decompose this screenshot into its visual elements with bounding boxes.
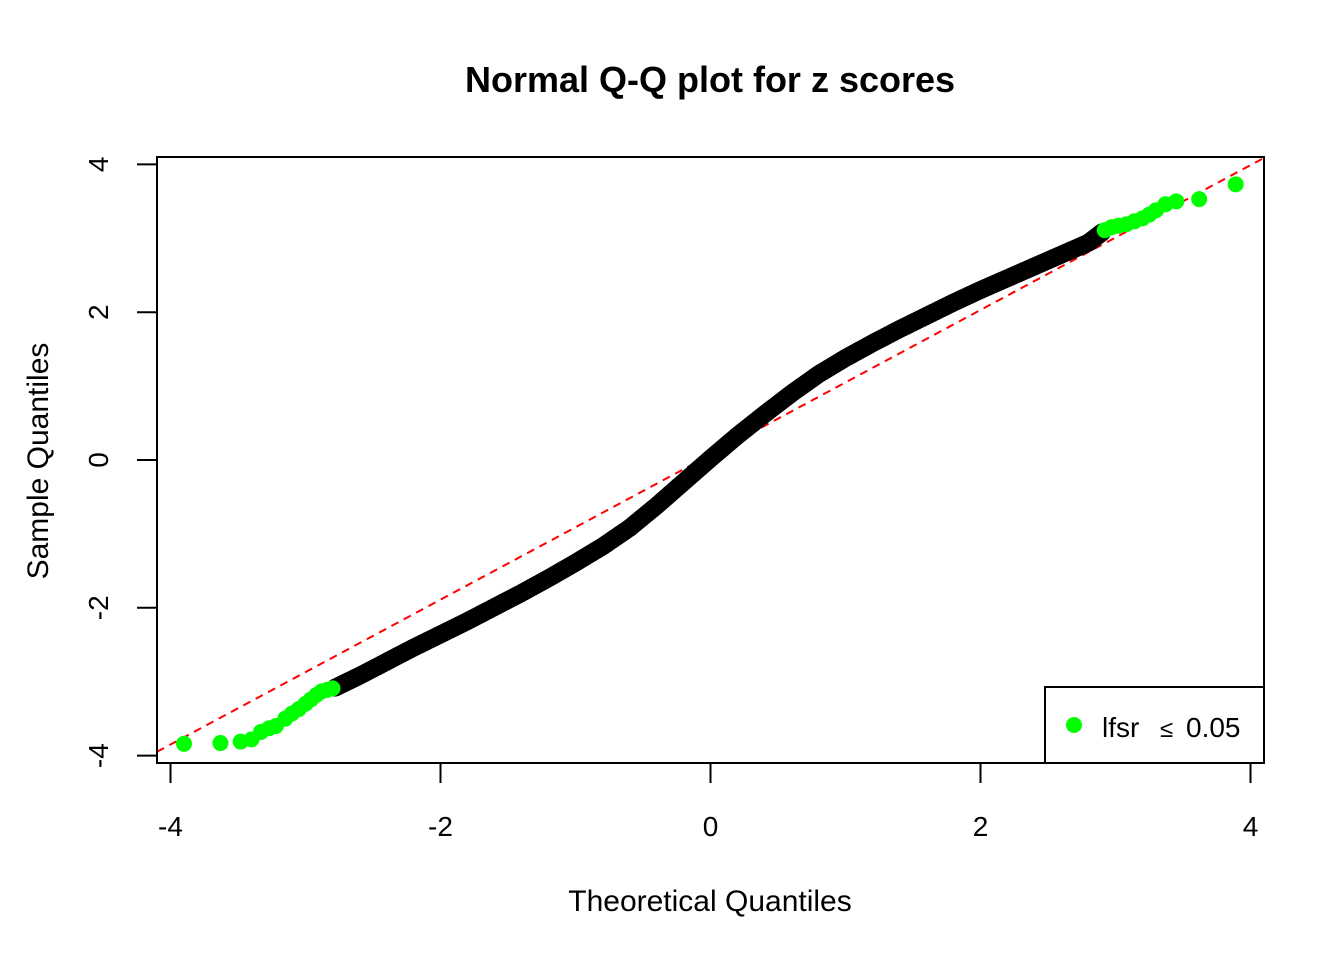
highlight-point — [324, 680, 341, 697]
chart-title: Normal Q-Q plot for z scores — [465, 59, 955, 100]
x-tick-label: 0 — [703, 811, 719, 842]
y-axis: -4 -2 0 2 4 — [83, 157, 158, 768]
y-tick-label: 2 — [83, 304, 114, 320]
legend-label: lfsr — [1102, 712, 1139, 743]
x-axis: -4 -2 0 2 4 — [158, 762, 1259, 842]
highlight-point — [212, 735, 229, 752]
points-layer — [176, 176, 1244, 752]
y-tick-label: 0 — [83, 452, 114, 468]
legend: lfsr ≤ 0.05 — [1044, 686, 1265, 764]
x-tick-label: 2 — [973, 811, 989, 842]
legend-marker — [1066, 717, 1082, 733]
y-tick-label: 4 — [83, 157, 114, 173]
x-axis-label: Theoretical Quantiles — [568, 885, 851, 918]
legend-value: 0.05 — [1186, 712, 1241, 743]
x-tick-label: -4 — [158, 811, 183, 842]
highlight-point — [176, 735, 192, 752]
y-axis-label: Sample Quantiles — [22, 343, 55, 580]
x-tick-label: -2 — [428, 811, 453, 842]
y-tick-label: -4 — [83, 743, 114, 768]
highlight-point — [1227, 176, 1244, 193]
highlight-point — [1168, 193, 1185, 210]
x-tick-label: 4 — [1243, 811, 1259, 842]
legend-symbol: ≤ — [1160, 716, 1173, 743]
highlight-point — [1191, 191, 1208, 208]
y-tick-label: -2 — [83, 595, 114, 620]
